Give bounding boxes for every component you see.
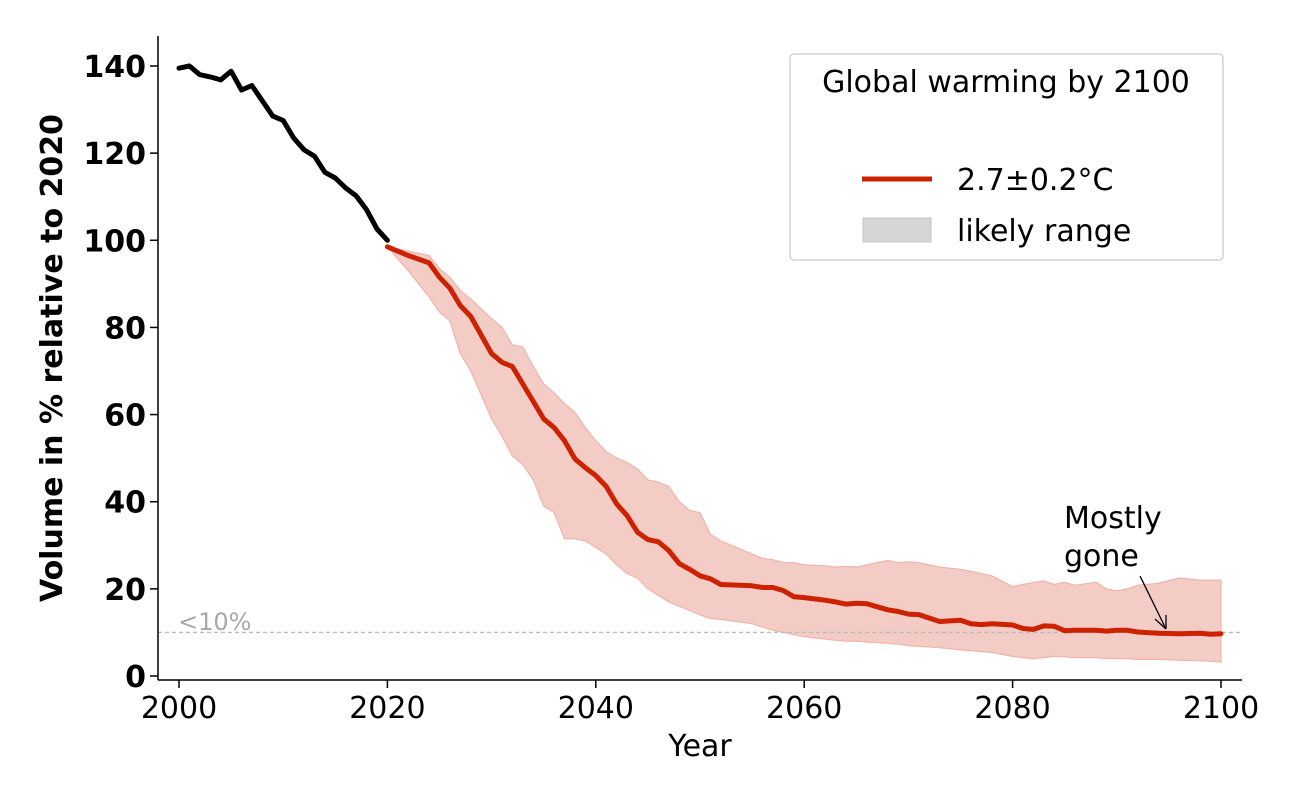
annotation-line-2: gone	[1064, 539, 1139, 574]
legend-title: Global warming by 2100	[822, 65, 1190, 100]
plot-area	[158, 63, 1242, 663]
legend-frame	[789, 53, 1224, 261]
x-tick-label: 2100	[1183, 691, 1259, 726]
y-axis-label: Volume in % relative to 2020	[35, 114, 70, 602]
historical-series-line	[176, 63, 390, 243]
y-tick-label: 140	[83, 50, 146, 85]
annotation-arrow-shaft	[1139, 575, 1166, 628]
legend-entry-projection: 2.7±0.2°C	[957, 163, 1114, 198]
legend: Global warming by 2100 2.7±0.2°C likely …	[789, 53, 1224, 261]
annotation-arrow-head	[1154, 615, 1167, 630]
y-tick-label: 20	[104, 573, 146, 608]
y-tick-label: 80	[104, 311, 146, 346]
reference-line-label: <10%	[178, 608, 251, 636]
x-tick-label: 2000	[141, 691, 217, 726]
y-tick-label: 100	[83, 224, 146, 259]
annotation-line-1: Mostly	[1064, 501, 1162, 536]
legend-entry-likely-range: likely range	[957, 214, 1131, 249]
x-tick-label: 2080	[974, 691, 1050, 726]
projection-series-line	[384, 244, 1224, 637]
x-tick-label: 2060	[766, 691, 842, 726]
y-tick-label: 120	[83, 137, 146, 172]
y-tick-label: 40	[104, 486, 146, 521]
legend-patch-swatch	[862, 217, 932, 243]
y-tick-label: 60	[104, 399, 146, 434]
likely-range-band	[385, 245, 1222, 663]
x-tick-label: 2040	[558, 691, 634, 726]
y-tick-label: 0	[125, 660, 146, 695]
annotation: Mostly gone	[1064, 501, 1167, 630]
x-tick-label: 2020	[349, 691, 425, 726]
x-axis-label: Year	[667, 729, 732, 764]
